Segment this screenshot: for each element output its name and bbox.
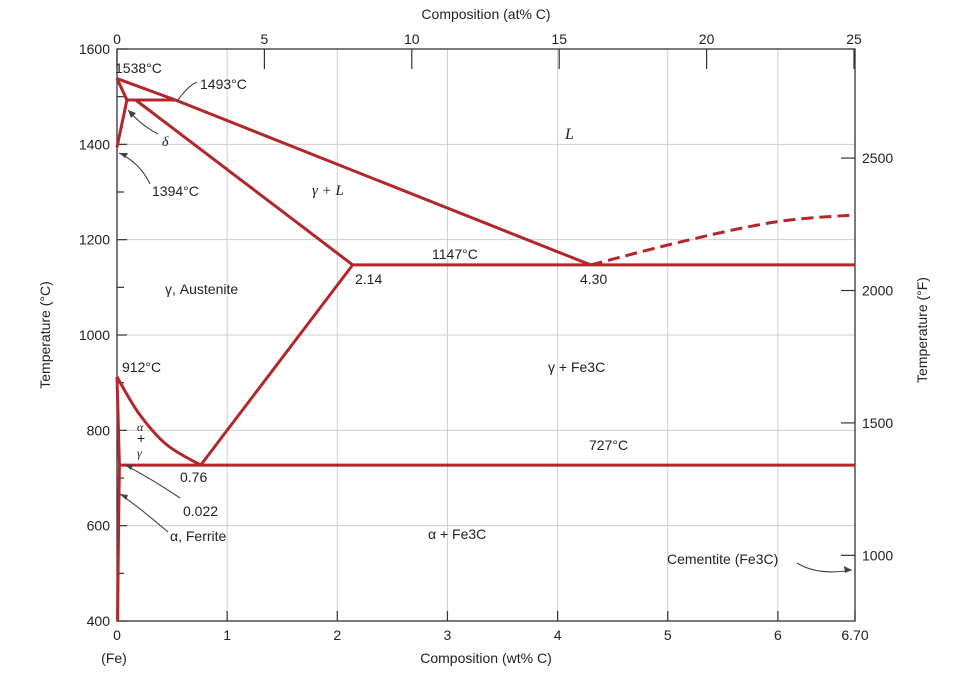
tick-label-left: 400 — [87, 613, 111, 629]
tick-label-top: 25 — [846, 31, 862, 47]
tick-label-bottom: 5 — [664, 627, 672, 643]
label-4-30: 4.30 — [580, 271, 607, 287]
tick-label-right: 1500 — [862, 415, 893, 431]
tick-label-bottom: 1 — [223, 627, 231, 643]
label-1538: 1538°C — [115, 60, 162, 76]
grid-lines — [117, 49, 855, 621]
tick-label-right: 2000 — [862, 283, 893, 299]
arrowhead-delta — [128, 110, 136, 118]
tick-label-bottom: 2 — [333, 627, 341, 643]
phase-austenite: γ, Austenite — [165, 281, 238, 297]
delta-field-boundary — [115, 77, 129, 148]
tick-label-left: 1600 — [79, 41, 110, 57]
phase-ferrite: α, Ferrite — [170, 528, 227, 544]
label-1147: 1147°C — [432, 246, 478, 262]
leader-1394 — [118, 152, 151, 185]
top-axis-title: Composition (at% C) — [421, 6, 550, 22]
phase-gamma-cementite: γ + Fe3C — [548, 359, 605, 375]
tick-label-right: 2500 — [862, 150, 893, 166]
tick-label-top: 5 — [261, 31, 269, 47]
phase-boundaries — [115, 77, 856, 622]
tick-label-top: 10 — [404, 31, 420, 47]
arrowhead-0022 — [125, 465, 133, 470]
leader-1493 — [177, 81, 198, 101]
tick-label-top: 15 — [551, 31, 567, 47]
phase-cementite: Cementite (Fe3C) — [667, 551, 778, 567]
label-727: 727°C — [589, 437, 628, 453]
tick-label-right: 1000 — [862, 547, 893, 563]
phase-delta: δ — [162, 135, 169, 150]
tick-label-left: 1000 — [79, 327, 110, 343]
tick-label-left: 800 — [87, 422, 111, 438]
label-912: 912°C — [122, 359, 161, 375]
arrowhead-ferrite — [120, 494, 128, 500]
tick-label-bottom: 6 — [774, 627, 782, 643]
right-axis-title: Temperature (°F) — [914, 277, 930, 383]
tick-label-bottom: 3 — [444, 627, 452, 643]
phase-alpha-gamma-g: γ — [137, 446, 142, 460]
arrowhead-cementite — [844, 566, 852, 573]
label-0-76: 0.76 — [180, 469, 207, 485]
gamma-solidus-line — [134, 98, 354, 267]
tick-label-bottom: 0 — [113, 627, 121, 643]
alpha-solvus-line — [116, 465, 121, 622]
tick-label-bottom: 6.70 — [841, 627, 868, 643]
tick-label-bottom: 4 — [554, 627, 562, 643]
label-1493: 1493°C — [200, 76, 247, 92]
phase-alpha-cementite: α + Fe3C — [428, 526, 486, 542]
phase-alpha-gamma-a: α — [137, 420, 144, 434]
leader-ferrite — [119, 493, 169, 533]
leader-lines — [118, 81, 853, 573]
tick-label-top: 20 — [699, 31, 715, 47]
liquidus-cementite-line — [590, 213, 856, 267]
left-axis-title: Temperature (°C) — [37, 281, 53, 389]
label-2-14: 2.14 — [355, 271, 382, 287]
tick-label-left: 1400 — [79, 136, 110, 152]
gamma-solvus-line — [199, 263, 354, 467]
phase-alpha-gamma-plus: + — [137, 430, 145, 446]
origin-fe-label: (Fe) — [101, 650, 127, 666]
tick-label-top: 0 — [113, 31, 121, 47]
phase-liquid: L — [564, 126, 574, 143]
leader-cementite — [796, 562, 853, 573]
label-1394: 1394°C — [152, 183, 199, 199]
tick-labels: 0 1 2 3 4 5 6 6.70 0 5 10 15 20 25 400 600 800 1000 1200 14… — [79, 31, 894, 643]
label-0-022: 0.022 — [183, 503, 218, 519]
tick-label-left: 600 — [87, 518, 111, 534]
alpha-gamma-upper-line — [115, 376, 202, 467]
tick-label-left: 1200 — [79, 232, 110, 248]
leader-0022 — [124, 464, 181, 499]
bottom-axis-title: Composition (wt% C) — [420, 650, 551, 666]
arrowhead-1394 — [119, 153, 128, 158]
liquidus-line — [116, 77, 592, 267]
alpha-gamma-lower-line — [115, 376, 121, 466]
phase-gamma-liquid: γ + L — [312, 183, 344, 199]
